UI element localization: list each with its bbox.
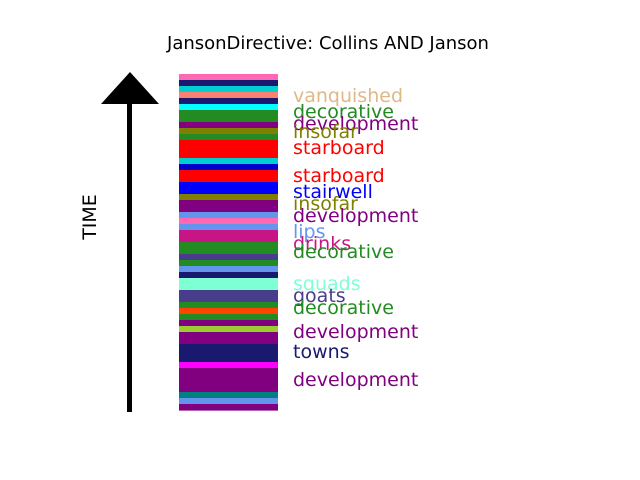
time-segment [179,302,278,309]
segment-label: decorative [293,101,394,123]
time-segment [179,248,278,255]
time-segment [179,152,278,159]
time-segment [179,140,278,147]
segment-label: towns [293,341,350,363]
time-segment [179,368,278,375]
segment-label: drinks [293,233,351,255]
time-segment [179,200,278,207]
segment-label: squads [293,273,361,295]
time-segment [179,176,278,183]
time-segment [179,128,278,135]
segment-label: insofar [293,121,358,143]
time-segment [179,122,278,129]
time-segment [179,218,278,225]
time-segment [179,278,278,285]
time-segment [179,380,278,387]
segment-label: development [293,113,418,135]
time-segment [179,356,278,363]
time-segment [179,284,278,291]
time-segment [179,80,278,87]
segment-label: starboard [293,137,385,159]
time-segment [179,98,278,105]
time-segment [179,206,278,213]
time-segment [179,350,278,357]
timeline-labels: vanquisheddecorativedevelopmentinsofarst… [293,85,418,391]
time-segment [179,188,278,195]
time-segment [179,392,278,399]
time-segment [179,254,278,261]
segment-label: decorative [293,241,394,263]
time-arrow-head [101,72,159,104]
time-segment [179,194,278,201]
time-segment [179,110,278,117]
chart-title: JansonDirective: Collins AND Janson [166,33,489,54]
time-segment [179,164,278,171]
time-segment [179,320,278,327]
time-segment [179,92,278,99]
time-segment [179,230,278,237]
segment-label: insofar [293,193,358,215]
time-segment [179,296,278,303]
time-segment [179,338,278,345]
segment-label: development [293,205,418,227]
time-segment [179,374,278,381]
time-arrow-shaft [127,103,132,412]
time-segment [179,260,278,267]
time-segment [179,398,278,405]
segment-label: starboard [293,165,385,187]
time-segment [179,224,278,231]
time-segment [179,290,278,297]
segment-label: development [293,321,418,343]
segment-label: stairwell [293,181,373,203]
segment-label: decorative [293,297,394,319]
time-segment [179,242,278,249]
time-segment [179,404,278,411]
time-segment [179,134,278,141]
time-segment [179,344,278,351]
time-segment [179,308,278,315]
y-axis-label: TIME [79,194,101,241]
time-segment [179,272,278,279]
segment-label: goats [293,285,346,307]
segment-label: development [293,369,418,391]
time-arrow [101,72,159,412]
time-segment [179,362,278,369]
time-segment [179,212,278,219]
time-segment [179,266,278,273]
time-segment [179,104,278,111]
time-segment [179,326,278,333]
time-segment [179,332,278,339]
time-segment [179,74,278,81]
time-segment [179,182,278,189]
time-segment [179,314,278,321]
time-segment [179,116,278,123]
time-segment [179,86,278,93]
time-segment [179,146,278,153]
segment-label: vanquished [293,85,403,107]
timeline-bar [179,74,278,411]
segment-label: lips [293,221,326,243]
time-segment [179,236,278,243]
time-segment [179,170,278,177]
time-segment [179,158,278,165]
time-segment [179,386,278,393]
